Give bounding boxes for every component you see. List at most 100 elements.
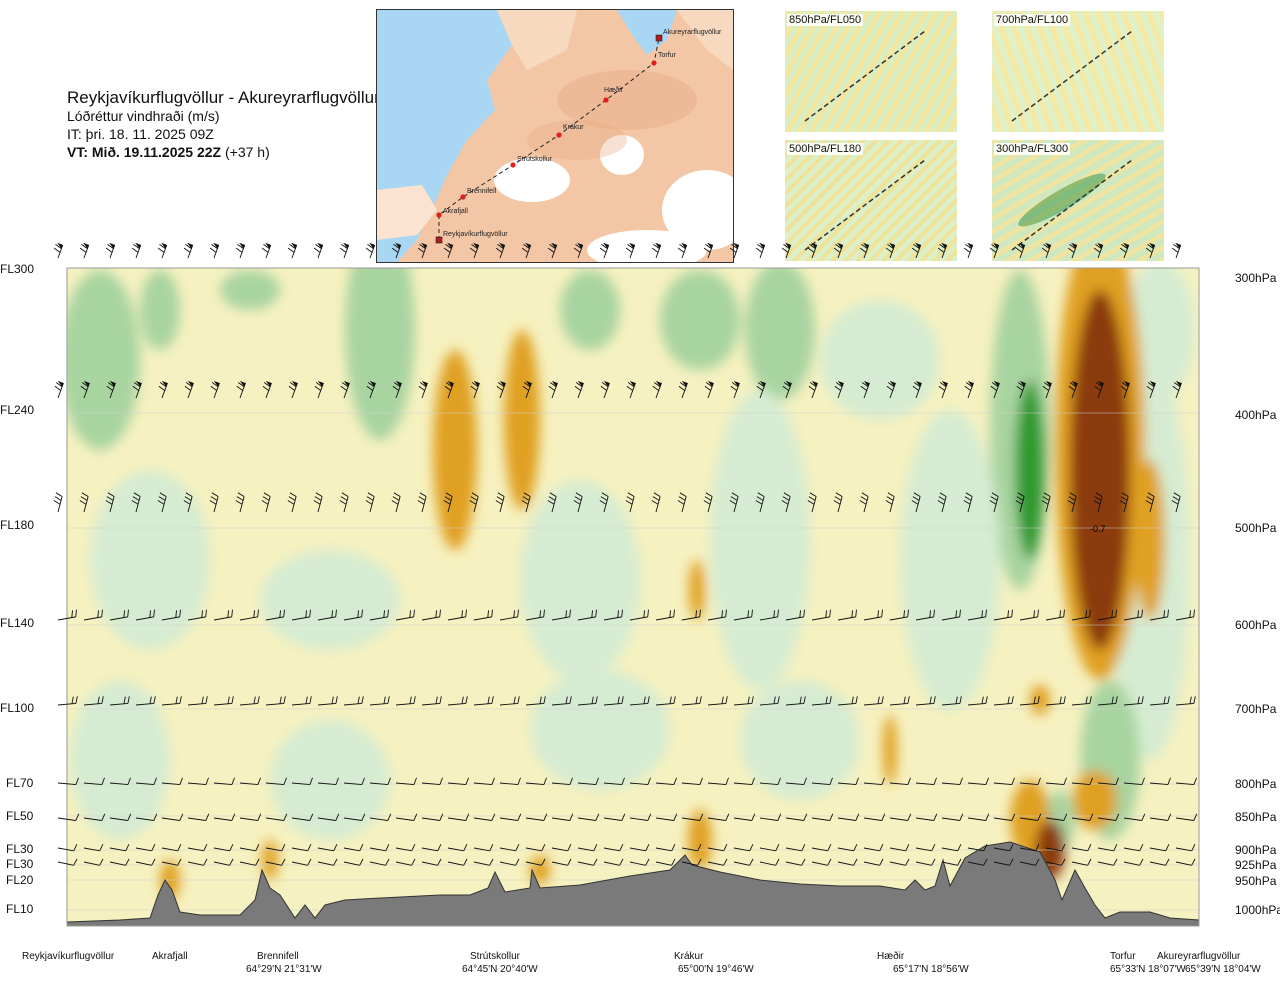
field-contour [67, 270, 140, 450]
wind-barb [265, 777, 287, 786]
wind-barb [473, 696, 494, 706]
wind-barb [1123, 813, 1146, 821]
variable-label: Lóðréttur vindhraði (m/s) [67, 108, 220, 124]
thumb-850hpa[interactable]: 850hPa/FL050 [785, 11, 957, 132]
wind-barb [343, 858, 364, 866]
wind-barb [1093, 242, 1104, 259]
wind-barb [369, 844, 390, 852]
loc-name-strutskollur: Strútskollur [470, 951, 521, 962]
wind-barb [755, 242, 766, 259]
wind-barb [993, 813, 1016, 821]
wind-barb [369, 609, 389, 621]
title-block: Reykjavíkurflugvöllur - Akureyrarflugvöl… [67, 88, 380, 161]
wind-barb [183, 242, 194, 259]
field-contour [710, 390, 810, 690]
thumb-300hpa[interactable]: 300hPa/FL300 [992, 140, 1164, 261]
waypoint-marker [603, 97, 609, 103]
wind-barb [395, 858, 416, 866]
wind-barb [833, 242, 844, 259]
wind-barb [213, 696, 234, 706]
wind-barb [1149, 777, 1171, 786]
fl-label-300: FL300 [0, 262, 35, 276]
waypoint-label: Akureyrarflugvöllur [663, 29, 722, 36]
wind-barb [911, 242, 922, 259]
wind-barb [577, 844, 598, 852]
wind-barb [1097, 844, 1118, 852]
waypoint-marker [510, 162, 516, 168]
wind-barb [235, 492, 245, 513]
wind-barb [265, 609, 285, 621]
wind-barb [1042, 380, 1052, 399]
wind-barb [704, 380, 714, 399]
wind-barb [574, 380, 584, 399]
wind-barb [1171, 242, 1182, 259]
wind-barb [655, 777, 677, 786]
wind-barb [967, 813, 990, 821]
waypoint-marker [460, 194, 466, 200]
wind-barb [626, 380, 636, 399]
wind-barb [941, 858, 962, 866]
wind-barb [391, 492, 401, 513]
wind-barb [395, 777, 417, 786]
wind-barb [989, 492, 999, 513]
wind-barb [369, 696, 390, 706]
wind-barb [135, 844, 156, 852]
wind-barb [1045, 844, 1066, 852]
wind-barb [548, 380, 558, 399]
wind-barb [161, 696, 182, 706]
wind-barb [785, 813, 808, 821]
wind-barb [213, 858, 234, 866]
thumb-700hpa-svg [992, 11, 1164, 132]
field-contour [1135, 460, 1165, 620]
wind-barb [707, 858, 728, 866]
wind-barb [651, 242, 662, 259]
wind-barb [1175, 609, 1195, 621]
wind-barb [993, 858, 1014, 866]
wind-barb [343, 696, 364, 706]
wind-barb [1097, 696, 1118, 706]
wind-barb [392, 380, 402, 399]
fl-label-100: FL100 [0, 701, 35, 715]
wind-barb [1149, 858, 1170, 866]
wind-barb [811, 609, 831, 621]
loc-name-reykjavik: Reykjavíkurflugvöllur [22, 951, 115, 962]
field-contour [260, 550, 400, 650]
wind-barb [213, 609, 233, 621]
waypoint-marker [556, 132, 562, 138]
wind-barb [187, 696, 208, 706]
wind-barb [785, 609, 805, 621]
wind-barb [863, 858, 884, 866]
wind-barb [963, 492, 973, 513]
wind-barb [187, 858, 208, 866]
wind-barb [1123, 858, 1144, 866]
thumb-500hpa[interactable]: 500hPa/FL180 [785, 140, 957, 261]
wind-barb [1067, 492, 1077, 513]
wind-barb [859, 242, 870, 259]
wind-barb [187, 777, 209, 786]
wind-barb [681, 696, 702, 706]
wind-barb [499, 813, 522, 821]
wind-barb [158, 380, 168, 399]
wind-barb [1097, 777, 1119, 786]
wind-barb [1123, 777, 1145, 786]
wind-barb [470, 380, 480, 399]
wind-barb [288, 380, 298, 399]
hpa-label-850: 850hPa [1235, 810, 1277, 824]
wind-barb [521, 242, 532, 259]
wind-barb [1019, 696, 1040, 706]
thumb-700hpa[interactable]: 700hPa/FL100 [992, 11, 1164, 132]
wind-barb [837, 844, 858, 852]
wind-barb [473, 844, 494, 852]
wind-barb [236, 380, 246, 399]
wind-barb [1097, 813, 1120, 821]
thumb-label: 300hPa/FL300 [994, 143, 1071, 155]
field-contour [70, 680, 170, 840]
wind-barb [1019, 609, 1039, 621]
wind-barb [365, 492, 375, 513]
hpa-label-600: 600hPa [1235, 618, 1277, 632]
wind-barb [1145, 492, 1155, 513]
wind-barb [785, 696, 806, 706]
wind-barb [912, 380, 922, 399]
wind-barb [161, 777, 183, 786]
wind-barb [365, 242, 376, 259]
